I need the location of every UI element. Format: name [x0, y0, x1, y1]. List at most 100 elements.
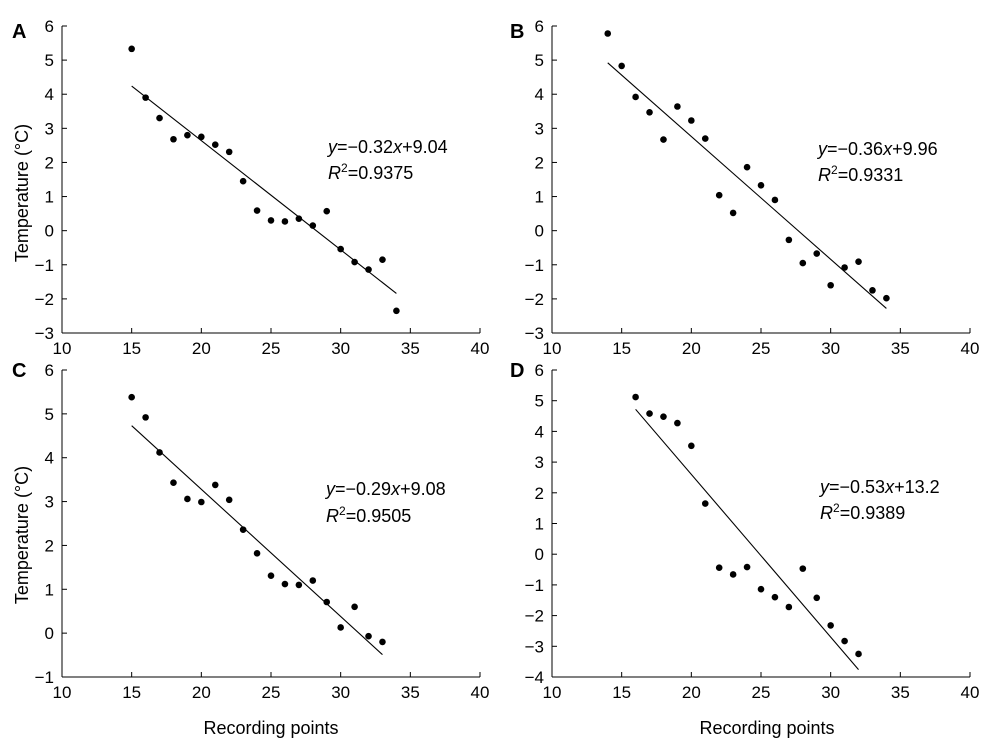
panel-c-plot-area: −1 0 1 2 3 4 5 6 10 15 20 25 30 35 40 — [35, 361, 490, 702]
panel-d-data-point — [855, 650, 862, 658]
panel-a-x-tick-label: 20 — [192, 339, 211, 358]
panel-d-y-tick-label: 5 — [535, 392, 544, 411]
panel-d-y-tick-label: −1 — [525, 576, 544, 595]
panel-b-letter: B — [510, 21, 524, 43]
panel-b-data-point — [757, 181, 765, 189]
panel-a-data-point — [225, 148, 233, 156]
panel-b-x-tick-label: 30 — [821, 339, 840, 358]
panel-d-data-point — [743, 563, 751, 571]
panel-c-y-tick-label: 3 — [45, 493, 54, 512]
panel-c-data-point — [156, 449, 163, 456]
panel-b-y-tick-label: 4 — [535, 85, 544, 104]
panel-d-data-point — [646, 410, 653, 417]
panel-a-data-point — [211, 141, 219, 149]
panel-d-data-point — [674, 419, 681, 427]
panel-b-data-point — [604, 30, 612, 37]
panel-c-data-point — [379, 638, 386, 646]
panel-a-y-tick-label: 4 — [45, 85, 54, 104]
panel-c-data-point — [351, 603, 358, 611]
panel-b-x-tick-label: 25 — [752, 339, 771, 358]
panel-d-x-tick-label: 25 — [752, 683, 771, 702]
panel-d-equation: y=−0.53x+13.2 — [818, 477, 940, 497]
panel-a: A Temperature (°C) −3 −2 −1 0 1 2 3 4 5 6 10 15 20 25… — [12, 17, 489, 358]
panel-c-data-point — [267, 572, 275, 579]
panel-c-x-tick-label: 20 — [192, 683, 211, 702]
panel-a-x-tick-label: 30 — [331, 339, 350, 358]
panel-c-letter: C — [12, 360, 26, 382]
panel-a-y-tick-label: 1 — [45, 188, 54, 207]
panel-b-x-tick-label: 15 — [612, 339, 631, 358]
panel-b-data-point — [883, 294, 890, 302]
panel-a-data-point — [295, 215, 303, 223]
panel-a-y-tick-label: 6 — [45, 17, 54, 36]
panel-a-data-point — [156, 114, 163, 122]
panel-a-y-tick-label: 5 — [45, 51, 54, 70]
panel-b-data-point — [674, 103, 681, 110]
panel-c-data-point — [239, 526, 247, 533]
panel-b-data-point — [771, 196, 779, 204]
panel-d-data-point — [813, 594, 821, 602]
panel-c-y-tick-label: 1 — [45, 580, 54, 599]
panel-a-y-tick-label: 3 — [45, 119, 54, 138]
panel-d-y-tick-label: −4 — [525, 668, 544, 687]
panel-d-y-tick-label: 0 — [535, 545, 544, 564]
panel-a-y-tick-label: −3 — [35, 324, 54, 343]
panel-d-data-point — [841, 637, 848, 645]
panel-c-data-point — [337, 624, 344, 631]
panel-b-data-point — [827, 281, 834, 289]
panel-a-r-squared: R2=0.9375 — [328, 161, 413, 183]
panel-a-data-point — [267, 217, 275, 224]
panel-c-data-point — [295, 581, 303, 589]
panel-d-x-tick-label: 30 — [821, 683, 840, 702]
panel-a-y-tick-label: 0 — [45, 222, 54, 241]
panel-a-fit-line — [131, 85, 397, 294]
panel-d-y-tick-label: −3 — [525, 637, 544, 656]
panel-a-data-point — [128, 45, 135, 53]
panel-a-data-point — [337, 245, 344, 253]
panel-b-y-tick-label: 6 — [535, 17, 544, 36]
panel-b-fit-line — [607, 62, 887, 309]
panel-c-y-tick-label: 4 — [45, 449, 54, 468]
panel-a-data-point — [309, 222, 317, 229]
panel-a-x-tick-label: 40 — [471, 339, 490, 358]
panel-c-x-axis-title: Recording points — [203, 718, 338, 738]
panel-a-letter: A — [12, 21, 26, 43]
panel-b-data-point — [618, 62, 625, 70]
panel-b-y-tick-label: 1 — [535, 188, 544, 207]
panel-b-r-squared: R2=0.9331 — [818, 163, 903, 185]
panel-c-x-tick-label: 30 — [331, 683, 350, 702]
panel-c-x-tick-label: 25 — [262, 683, 281, 702]
panel-a-y-tick-label: 2 — [45, 153, 54, 172]
panel-c-data-point — [225, 496, 233, 504]
panel-c-x-tick-label: 35 — [401, 683, 420, 702]
panel-b-y-tick-label: 2 — [535, 153, 544, 172]
panel-a-data-point — [184, 131, 191, 139]
panel-a-data-point — [393, 307, 400, 315]
panel-d-y-tick-label: 3 — [535, 453, 544, 472]
panel-d-x-tick-label: 20 — [682, 683, 701, 702]
panel-b-data-point — [799, 259, 807, 267]
panel-d-data-point — [757, 585, 765, 593]
panel-b-data-point — [646, 109, 653, 116]
panel-d-data-point — [785, 603, 793, 611]
panel-d-letter: D — [510, 360, 524, 382]
panel-d-y-tick-label: −2 — [525, 607, 544, 626]
panel-a-data-point — [253, 207, 261, 214]
panel-c-data-point — [211, 481, 219, 489]
panel-d-data-point — [715, 564, 723, 572]
panel-c-equation: y=−0.29x+9.08 — [324, 479, 446, 499]
panel-d-y-tick-label: 1 — [535, 515, 544, 534]
panel-b-y-tick-label: −3 — [525, 324, 544, 343]
panel-a-y-tick-label: −2 — [35, 290, 54, 309]
panel-c-x-tick-label: 10 — [53, 683, 72, 702]
panel-b-data-point — [785, 236, 793, 244]
panel-b-y-tick-label: −2 — [525, 290, 544, 309]
panel-b-data-point — [841, 264, 848, 271]
panel-b-data-point — [701, 135, 709, 142]
panel-a-data-point — [365, 266, 372, 273]
panel-b-data-point — [855, 258, 862, 266]
panel-a-data-point — [351, 258, 358, 266]
panel-d-data-point — [688, 442, 695, 450]
panel-a-data-point — [281, 218, 289, 225]
